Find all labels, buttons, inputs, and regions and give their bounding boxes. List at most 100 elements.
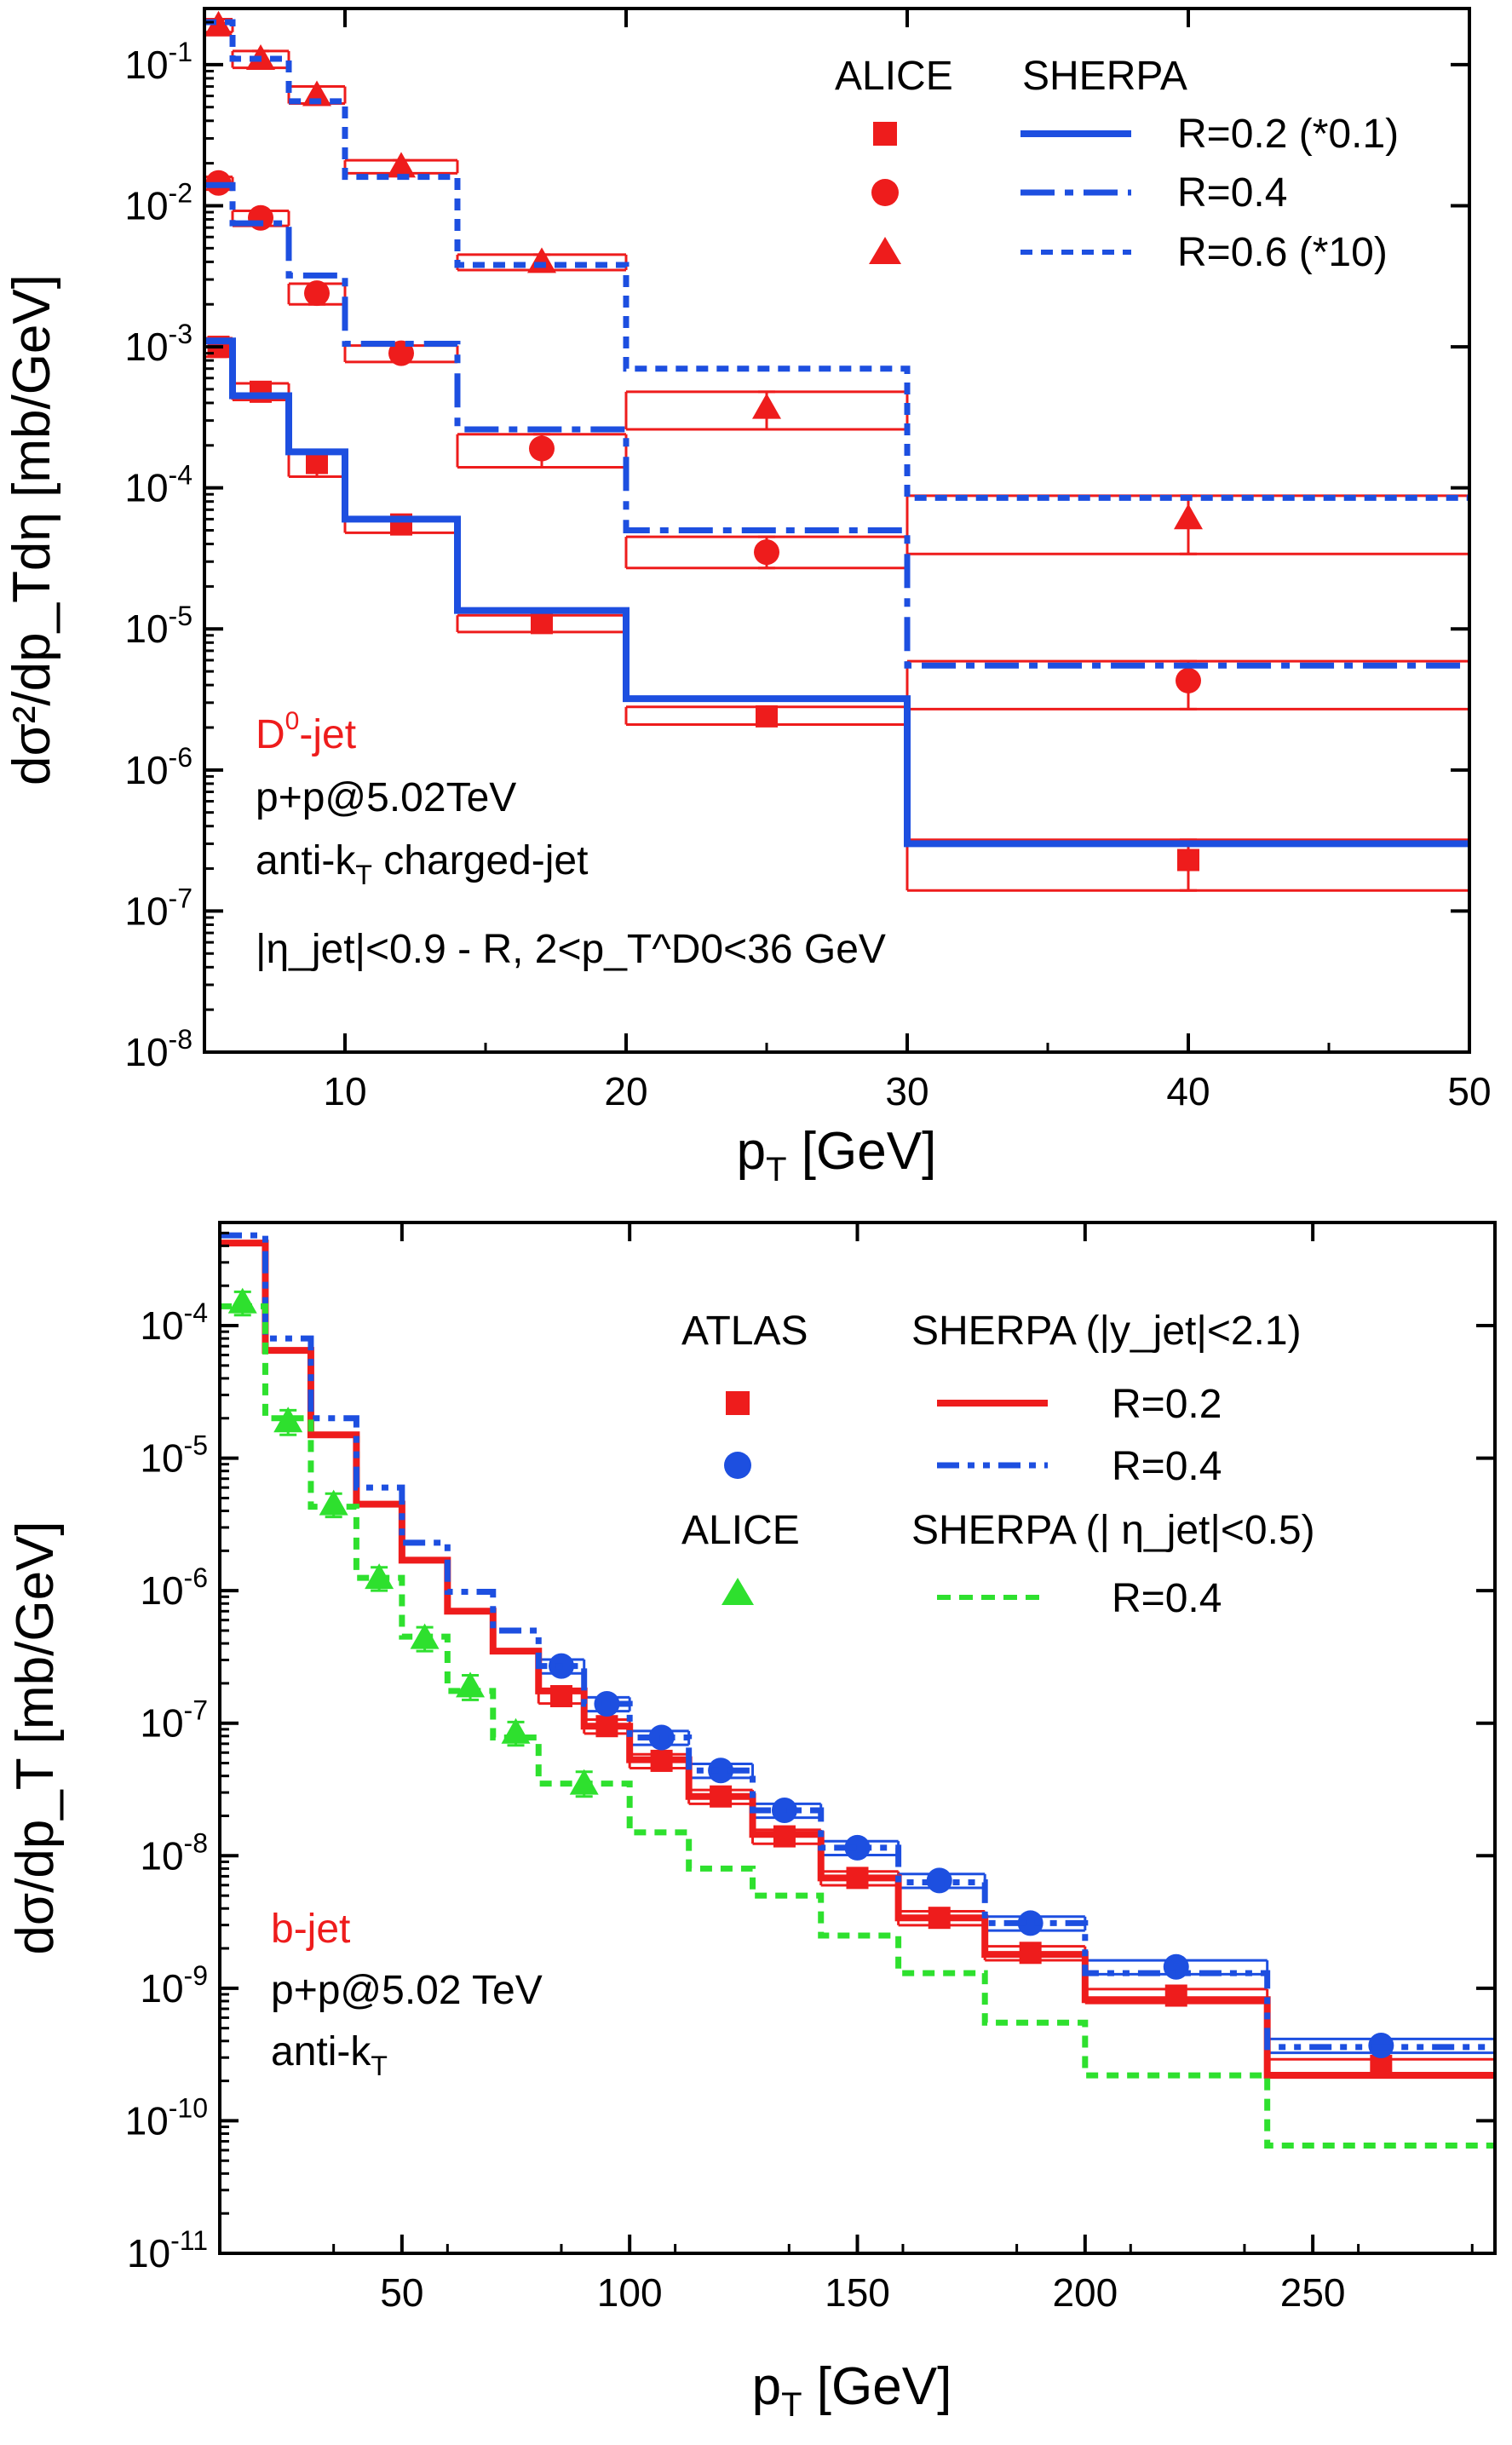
bottom-y-tick-exp: -6 xyxy=(184,1562,208,1593)
bottom-point-circle xyxy=(594,1691,620,1717)
top-x-axis-label: pT [GeV] xyxy=(737,1122,937,1188)
legend-marker-circle xyxy=(871,179,899,206)
legend-marker-atlas-square xyxy=(726,1391,750,1415)
bottom-x-axis-label: pT [GeV] xyxy=(752,2357,952,2424)
bottom-x-tick-label: 50 xyxy=(380,2270,423,2315)
top-annotation-title-sup: 0 xyxy=(285,707,300,735)
top-legend: ALICE SHERPA R=0.2 (*0.1) R=0.4 R=0.6 (*… xyxy=(835,54,1399,275)
bottom-y-tick-label: 10-11 xyxy=(127,2225,208,2275)
bottom-point-circle xyxy=(708,1758,734,1784)
top-annotation-title-main: D xyxy=(256,712,285,757)
bottom-y-tick-label: 10-9 xyxy=(140,1960,208,2011)
bottom-point-circle xyxy=(844,1834,871,1861)
bottom-series-5 xyxy=(220,1303,1495,2149)
top-y-tick-exp: -3 xyxy=(169,319,193,349)
bottom-model-step-4 xyxy=(220,1232,1495,2051)
top-y-tick-base: 10 xyxy=(124,748,168,792)
top-series-5 xyxy=(204,19,1469,501)
top-x-tick-label: 50 xyxy=(1447,1069,1491,1113)
bottom-y-tick-label: 10-5 xyxy=(140,1430,208,1481)
legend-marker-square xyxy=(873,122,897,146)
legend-label-alice-r04: R=0.4 xyxy=(1112,1576,1222,1621)
top-annotation-title-rest: -jet xyxy=(299,712,356,757)
legend-label-r06: R=0.6 (*10) xyxy=(1177,230,1388,275)
legend-marker-triangle xyxy=(869,237,901,264)
top-x-tick-label: 10 xyxy=(323,1069,366,1113)
bottom-annotation-title: b-jet xyxy=(271,1907,350,1952)
top-y-tick-label: 10-5 xyxy=(124,601,193,651)
top-y-axis-label: dσ²/dp_Tdη [mb/GeV] xyxy=(3,274,61,785)
bottom-y-tick-exp: -5 xyxy=(184,1430,208,1461)
bottom-y-tick-base: 10 xyxy=(140,1568,183,1613)
top-annotation-line1: p+p@5.02TeV xyxy=(256,775,516,820)
top-annotation-line2-a: anti-k xyxy=(256,838,356,883)
top-x-axis-label-sub: T xyxy=(766,1151,786,1188)
top-y-tick-label: 10-3 xyxy=(124,319,193,369)
bottom-series-4 xyxy=(220,1232,1495,2051)
bottom-annotation-line1: p+p@5.02 TeV xyxy=(271,1968,543,2013)
legend-label-atlas-r02: R=0.2 xyxy=(1112,1382,1222,1427)
top-y-tick-label: 10-7 xyxy=(124,883,193,933)
top-point-square xyxy=(1177,849,1199,872)
top-y-tick-base: 10 xyxy=(124,1030,168,1074)
top-point-square xyxy=(250,380,272,403)
legend-header-atlas: ATLAS xyxy=(681,1309,808,1354)
top-point-square xyxy=(756,705,778,728)
top-annotations: D0-jet p+p@5.02TeV anti-kT charged-jet |… xyxy=(256,707,886,972)
legend-marker-atlas-circle xyxy=(724,1452,751,1479)
bottom-y-tick-base: 10 xyxy=(140,1303,183,1348)
bottom-plot-frame xyxy=(218,1221,1497,2255)
bottom-x-axis-label-main: p xyxy=(752,2357,781,2416)
bottom-annotation-line2-a: anti-k xyxy=(271,2029,371,2074)
bottom-y-tick-exp: -8 xyxy=(184,1827,208,1858)
top-y-tick-exp: -6 xyxy=(169,742,193,773)
top-y-tick-base: 10 xyxy=(124,889,168,933)
top-y-tick-exp: -2 xyxy=(169,177,193,208)
top-plot-area xyxy=(203,10,1471,892)
top-x-tick-label: 30 xyxy=(885,1069,928,1113)
top-annotation-line2-b: charged-jet xyxy=(372,838,588,883)
top-point-circle xyxy=(248,204,273,231)
top-y-tick-exp: -7 xyxy=(169,883,193,913)
legend-header-sherpa-eta: SHERPA (| η_jet|<0.5) xyxy=(911,1508,1315,1553)
bottom-x-tick-label: 250 xyxy=(1280,2270,1346,2315)
top-point-circle xyxy=(529,435,555,462)
top-y-tick-label: 10-2 xyxy=(124,177,193,227)
top-x-tick-label: 40 xyxy=(1166,1069,1210,1113)
top-series-4 xyxy=(204,181,1469,669)
top-y-tick-exp: -1 xyxy=(169,37,193,67)
bottom-annotation-line2-sub: T xyxy=(371,2051,388,2081)
bottom-point-triangle xyxy=(227,1287,257,1314)
legend-header-alice-b: ALICE xyxy=(681,1508,800,1553)
bottom-y-tick-base: 10 xyxy=(140,1966,183,2011)
top-point-circle xyxy=(1176,667,1201,693)
bottom-x-tick-label: 100 xyxy=(597,2270,663,2315)
bottom-point-triangle xyxy=(319,1489,348,1516)
top-point-circle xyxy=(304,280,330,307)
top-annotation-line3: |η_jet|<0.9 - R, 2<p_T^D0<36 GeV xyxy=(256,927,886,972)
top-model-step-5 xyxy=(204,19,1469,501)
bottom-point-circle xyxy=(1017,1910,1043,1936)
top-y-tick-label: 10-1 xyxy=(124,37,193,87)
top-point-triangle xyxy=(387,152,416,178)
top-y-tick-label: 10-4 xyxy=(124,460,193,510)
top-point-circle xyxy=(754,539,779,566)
top-x-tick-label: 20 xyxy=(604,1069,647,1113)
top-y-tick-base: 10 xyxy=(124,325,168,369)
bottom-y-tick-base: 10 xyxy=(125,2098,169,2143)
bottom-y-tick-exp: -9 xyxy=(184,1960,208,1991)
bottom-y-tick-exp: -10 xyxy=(169,2092,208,2123)
bottom-point-circle xyxy=(648,1724,675,1751)
bottom-axes: 50 100 150 200 25010-410-510-610-710-810-910… xyxy=(125,1222,1495,2315)
legend-label-r02: R=0.2 (*0.1) xyxy=(1177,112,1399,157)
bottom-y-tick-base: 10 xyxy=(140,1436,183,1481)
bottom-model-step-5 xyxy=(220,1303,1495,2149)
top-y-tick-base: 10 xyxy=(124,466,168,510)
bottom-y-tick-base: 10 xyxy=(140,1833,183,1878)
top-point-triangle xyxy=(1174,503,1203,530)
bottom-plot-area xyxy=(220,1232,1497,2149)
legend-header-alice: ALICE xyxy=(835,54,953,99)
bottom-chart-panel: 50 100 150 200 25010-410-510-610-710-810-910… xyxy=(6,1221,1497,2424)
bottom-y-axis-label: dσ/dp_T [mb/GeV] xyxy=(6,1521,65,1954)
